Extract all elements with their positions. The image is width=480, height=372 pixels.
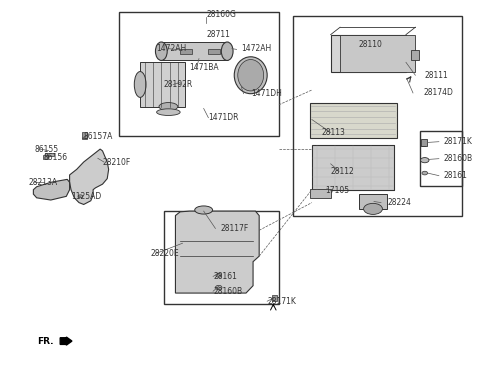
Ellipse shape xyxy=(195,206,213,214)
Text: 86155: 86155 xyxy=(34,145,59,154)
Ellipse shape xyxy=(216,273,222,277)
Text: 1471BA: 1471BA xyxy=(190,63,219,72)
Bar xyxy=(45,153,54,156)
Ellipse shape xyxy=(364,203,383,214)
Bar xyxy=(310,189,331,198)
Text: 28220E: 28220E xyxy=(151,249,180,258)
Text: 28213A: 28213A xyxy=(29,178,58,187)
Bar xyxy=(310,103,396,138)
Ellipse shape xyxy=(156,109,180,115)
Bar xyxy=(312,145,394,190)
Bar xyxy=(420,131,462,186)
Text: 28161: 28161 xyxy=(444,171,468,180)
PathPatch shape xyxy=(176,211,259,293)
Text: 86157A: 86157A xyxy=(84,132,113,141)
Text: 28224: 28224 xyxy=(387,198,411,207)
Text: 1471DH: 1471DH xyxy=(251,89,282,98)
PathPatch shape xyxy=(34,179,70,200)
Bar xyxy=(43,155,48,160)
Ellipse shape xyxy=(238,60,264,91)
Bar xyxy=(331,35,406,71)
Text: 1125AD: 1125AD xyxy=(71,192,101,201)
Text: 28117F: 28117F xyxy=(220,224,248,233)
Bar xyxy=(82,132,87,139)
Text: 28160G: 28160G xyxy=(206,10,236,19)
Bar xyxy=(119,12,279,136)
Ellipse shape xyxy=(422,171,428,175)
Bar xyxy=(180,49,192,54)
Bar xyxy=(421,139,427,146)
Ellipse shape xyxy=(134,71,146,97)
Ellipse shape xyxy=(159,103,178,111)
Text: 28192R: 28192R xyxy=(164,80,193,89)
Ellipse shape xyxy=(216,285,222,290)
Ellipse shape xyxy=(156,42,167,61)
Text: 86156: 86156 xyxy=(44,153,68,162)
Text: 1471DR: 1471DR xyxy=(208,113,239,122)
Text: 28112: 28112 xyxy=(331,167,354,176)
PathPatch shape xyxy=(70,149,108,205)
Text: 28160B: 28160B xyxy=(213,287,242,296)
Text: FR.: FR. xyxy=(36,337,53,346)
Bar xyxy=(161,42,227,61)
Text: 28160B: 28160B xyxy=(444,154,473,163)
Text: 28171K: 28171K xyxy=(267,297,296,306)
Text: 28110: 28110 xyxy=(359,41,383,49)
Bar xyxy=(208,49,220,54)
Bar xyxy=(411,50,419,61)
Bar xyxy=(293,16,462,215)
FancyArrow shape xyxy=(60,337,72,345)
Text: 28161: 28161 xyxy=(213,272,237,281)
Ellipse shape xyxy=(78,195,83,198)
Text: 28113: 28113 xyxy=(321,128,345,137)
Text: 28171K: 28171K xyxy=(444,137,472,146)
Text: 1472AH: 1472AH xyxy=(156,44,187,53)
Text: 17105: 17105 xyxy=(325,186,349,195)
Bar xyxy=(164,211,279,304)
Text: 28210F: 28210F xyxy=(103,157,131,167)
Text: 28711: 28711 xyxy=(206,30,230,39)
Bar xyxy=(359,194,387,209)
Text: 28111: 28111 xyxy=(425,71,448,80)
Bar xyxy=(272,295,276,301)
Bar xyxy=(140,62,185,107)
Ellipse shape xyxy=(221,42,233,61)
Ellipse shape xyxy=(420,158,429,163)
Ellipse shape xyxy=(234,57,267,94)
Text: 28174D: 28174D xyxy=(423,89,453,97)
Bar xyxy=(340,35,415,71)
Text: 1472AH: 1472AH xyxy=(241,44,272,53)
